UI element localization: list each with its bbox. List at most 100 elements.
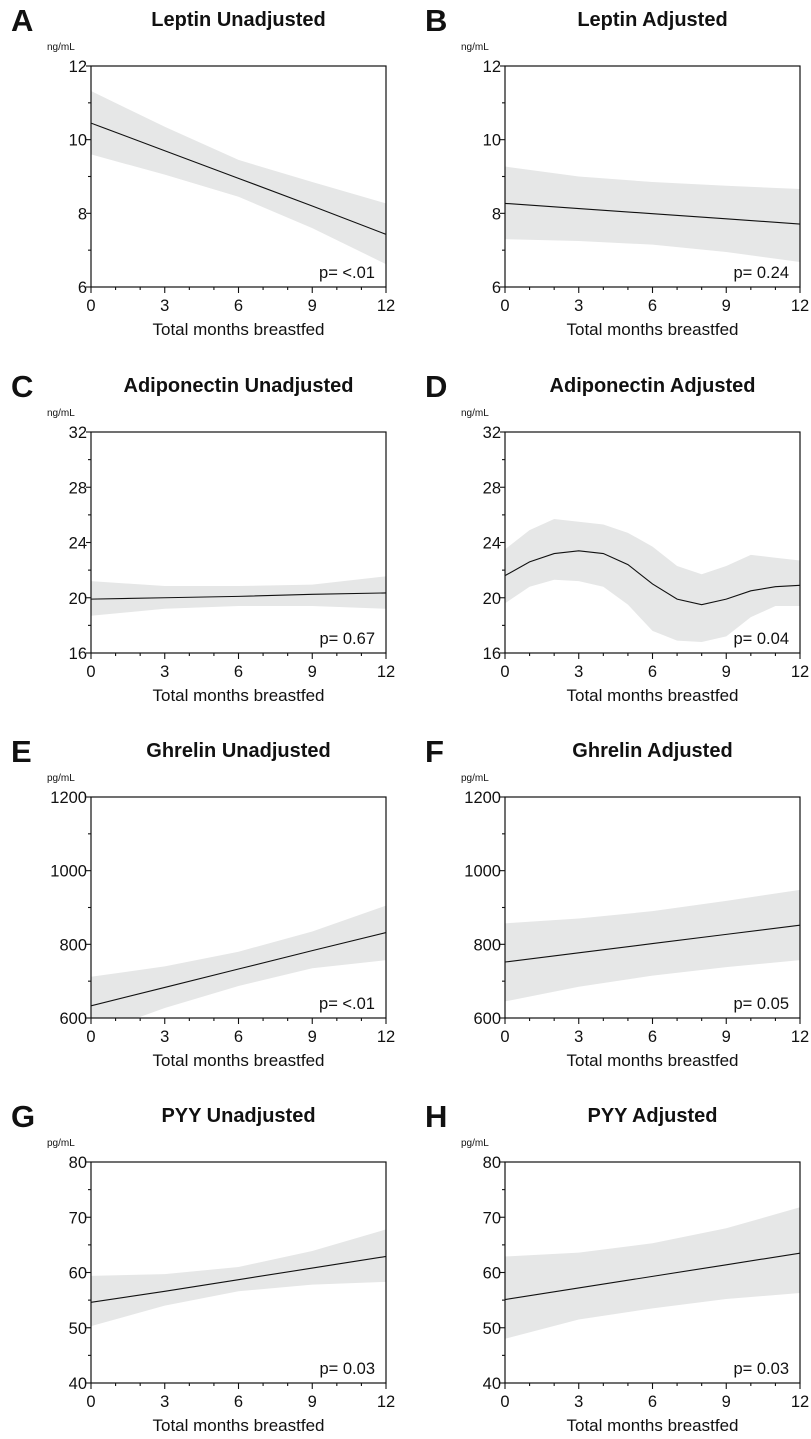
y-tick-label: 800 (473, 936, 501, 954)
unit-label: ng/mL (461, 408, 489, 419)
p-value-label: p= 0.03 (733, 1360, 789, 1378)
y-tick-label: 50 (483, 1320, 501, 1338)
x-tick-label: 12 (377, 663, 395, 681)
y-tick-label: 10 (69, 132, 87, 150)
confidence-band (91, 91, 386, 265)
y-tick-label: 32 (69, 424, 87, 442)
panel-title: PYY Unadjusted (161, 1105, 315, 1127)
confidence-band (505, 166, 800, 262)
y-tick-label: 6 (78, 279, 87, 297)
x-axis-label: Total months breastfed (567, 320, 739, 339)
y-tick-label: 1000 (50, 863, 87, 881)
x-axis-label: Total months breastfed (567, 686, 739, 705)
panel-title: Adiponectin Unadjusted (124, 375, 354, 397)
x-tick-label: 3 (160, 1393, 169, 1411)
x-tick-label: 3 (160, 663, 169, 681)
x-tick-label: 12 (791, 1393, 809, 1411)
x-tick-label: 9 (308, 1393, 317, 1411)
unit-label: ng/mL (47, 408, 75, 419)
x-tick-label: 9 (722, 1393, 731, 1411)
y-tick-label: 16 (483, 645, 501, 663)
y-tick-label: 1200 (50, 789, 87, 807)
unit-label: pg/mL (47, 773, 75, 784)
y-tick-label: 60 (483, 1265, 501, 1283)
y-tick-label: 20 (483, 590, 501, 608)
x-tick-label: 6 (234, 1028, 243, 1046)
panel-letter: D (425, 369, 447, 404)
y-tick-label: 12 (483, 58, 501, 76)
x-tick-label: 3 (574, 1393, 583, 1411)
x-tick-label: 6 (648, 1028, 657, 1046)
y-tick-label: 12 (69, 58, 87, 76)
panel-letter: B (425, 3, 447, 38)
x-tick-label: 6 (648, 663, 657, 681)
x-tick-label: 0 (500, 1028, 509, 1046)
panel-title: Ghrelin Unadjusted (146, 740, 330, 762)
x-tick-label: 3 (574, 297, 583, 315)
x-tick-label: 12 (791, 297, 809, 315)
panel-c: 0 3 6 9 12 16 20 24 28 32 C Adiponectin Unadjusted n… (11, 369, 395, 705)
x-tick-label: 3 (160, 1028, 169, 1046)
p-value-label: p= 0.67 (319, 630, 375, 648)
confidence-band (91, 905, 386, 1018)
x-tick-label: 0 (500, 297, 509, 315)
y-tick-label: 10 (483, 132, 501, 150)
fit-line (91, 592, 386, 600)
x-tick-label: 12 (377, 1028, 395, 1046)
x-tick-label: 9 (722, 297, 731, 315)
y-tick-label: 1000 (464, 863, 501, 881)
y-tick-label: 8 (78, 205, 87, 223)
y-tick-label: 40 (483, 1375, 501, 1393)
y-tick-label: 28 (483, 479, 501, 497)
x-tick-label: 9 (308, 297, 317, 315)
y-tick-label: 8 (492, 205, 501, 223)
x-tick-label: 6 (234, 663, 243, 681)
y-tick-label: 24 (483, 535, 501, 553)
x-axis-label: Total months breastfed (153, 1051, 325, 1070)
unit-label: pg/mL (461, 773, 489, 784)
y-tick-label: 40 (69, 1375, 87, 1393)
x-tick-label: 6 (234, 297, 243, 315)
y-tick-label: 1200 (464, 789, 501, 807)
panel-title: Leptin Adjusted (577, 9, 727, 31)
panel-letter: G (11, 1099, 35, 1134)
x-tick-label: 12 (791, 663, 809, 681)
fit-line (505, 202, 800, 225)
x-axis-label: Total months breastfed (153, 686, 325, 705)
x-tick-label: 0 (86, 1393, 95, 1411)
y-tick-label: 80 (483, 1154, 501, 1172)
y-tick-label: 16 (69, 645, 87, 663)
p-value-label: p= 0.05 (733, 995, 789, 1013)
confidence-band (505, 519, 800, 642)
x-tick-label: 0 (500, 663, 509, 681)
x-tick-label: 12 (377, 1393, 395, 1411)
x-axis-label: Total months breastfed (567, 1416, 739, 1435)
fit-line (505, 1252, 800, 1301)
panel-a: 0 3 6 9 12 6 8 10 12 A Leptin Unadjusted ng/mL Total… (11, 3, 395, 339)
panel-f: 0 3 6 9 12 600 800 1000 1200 F Ghrelin Adjusted pg/… (425, 734, 809, 1070)
y-tick-label: 70 (69, 1209, 87, 1227)
unit-label: pg/mL (47, 1138, 75, 1149)
panel-d: 0 3 6 9 12 16 20 24 28 32 D Adiponectin Adjusted ng/… (425, 369, 809, 705)
panel-e: 0 3 6 9 12 600 800 1000 1200 E Ghrelin Unadjusted p… (11, 734, 395, 1070)
x-tick-label: 0 (86, 297, 95, 315)
plot-frame (90, 431, 387, 654)
y-tick-label: 6 (492, 279, 501, 297)
x-tick-label: 6 (648, 297, 657, 315)
panel-letter: A (11, 3, 33, 38)
x-tick-label: 0 (500, 1393, 509, 1411)
unit-label: pg/mL (461, 1138, 489, 1149)
confidence-band (505, 1207, 800, 1339)
x-tick-label: 0 (86, 663, 95, 681)
panel-letter: C (11, 369, 33, 404)
y-tick-label: 50 (69, 1320, 87, 1338)
y-tick-label: 24 (69, 535, 87, 553)
panel-letter: H (425, 1099, 447, 1134)
panel-g: 0 3 6 9 12 40 50 60 70 80 G PYY Unadjusted pg/mL Tota… (11, 1099, 395, 1435)
x-tick-label: 9 (722, 663, 731, 681)
fit-line (91, 932, 386, 1007)
x-axis-label: Total months breastfed (153, 320, 325, 339)
confidence-band (505, 889, 800, 1002)
